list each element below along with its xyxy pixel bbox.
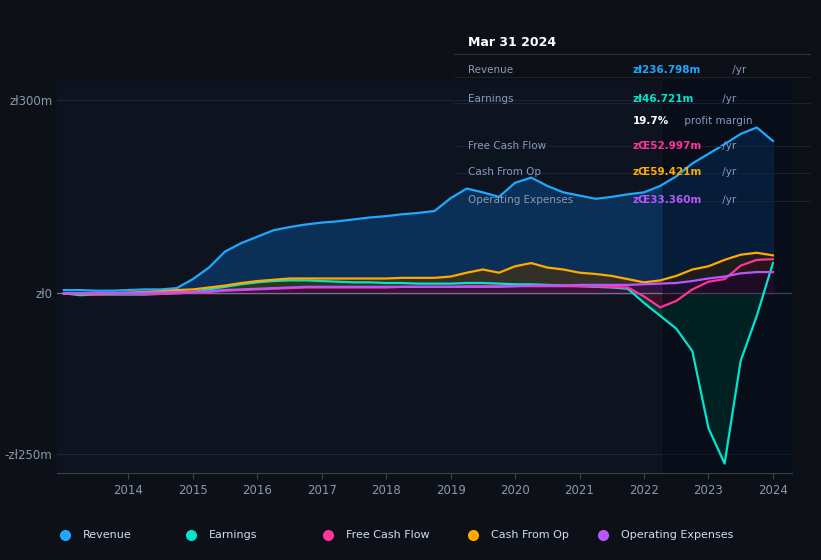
Text: /yr: /yr [719,167,736,178]
Text: zŒ59.421m: zŒ59.421m [633,167,702,178]
Text: Mar 31 2024: Mar 31 2024 [468,36,557,49]
Text: zł46.721m: zł46.721m [633,94,694,104]
Text: Cash From Op: Cash From Op [468,167,541,178]
Text: Operating Expenses: Operating Expenses [621,530,733,540]
Text: /yr: /yr [719,141,736,151]
Text: profit margin: profit margin [681,116,752,125]
Text: Revenue: Revenue [82,530,131,540]
Text: zŒ33.360m: zŒ33.360m [633,195,702,205]
Text: Earnings: Earnings [468,94,514,104]
Text: /yr: /yr [719,94,736,104]
Text: Revenue: Revenue [468,65,513,75]
Text: zł236.798m: zł236.798m [633,65,701,75]
Text: Earnings: Earnings [209,530,257,540]
Text: Operating Expenses: Operating Expenses [468,195,574,205]
Text: /yr: /yr [719,195,736,205]
Bar [663,81,805,473]
Text: Free Cash Flow: Free Cash Flow [468,141,547,151]
Text: 19.7%: 19.7% [633,116,669,125]
Text: /yr: /yr [729,65,746,75]
Text: zŒ52.997m: zŒ52.997m [633,141,702,151]
Text: Free Cash Flow: Free Cash Flow [346,530,429,540]
Text: Cash From Op: Cash From Op [491,530,569,540]
